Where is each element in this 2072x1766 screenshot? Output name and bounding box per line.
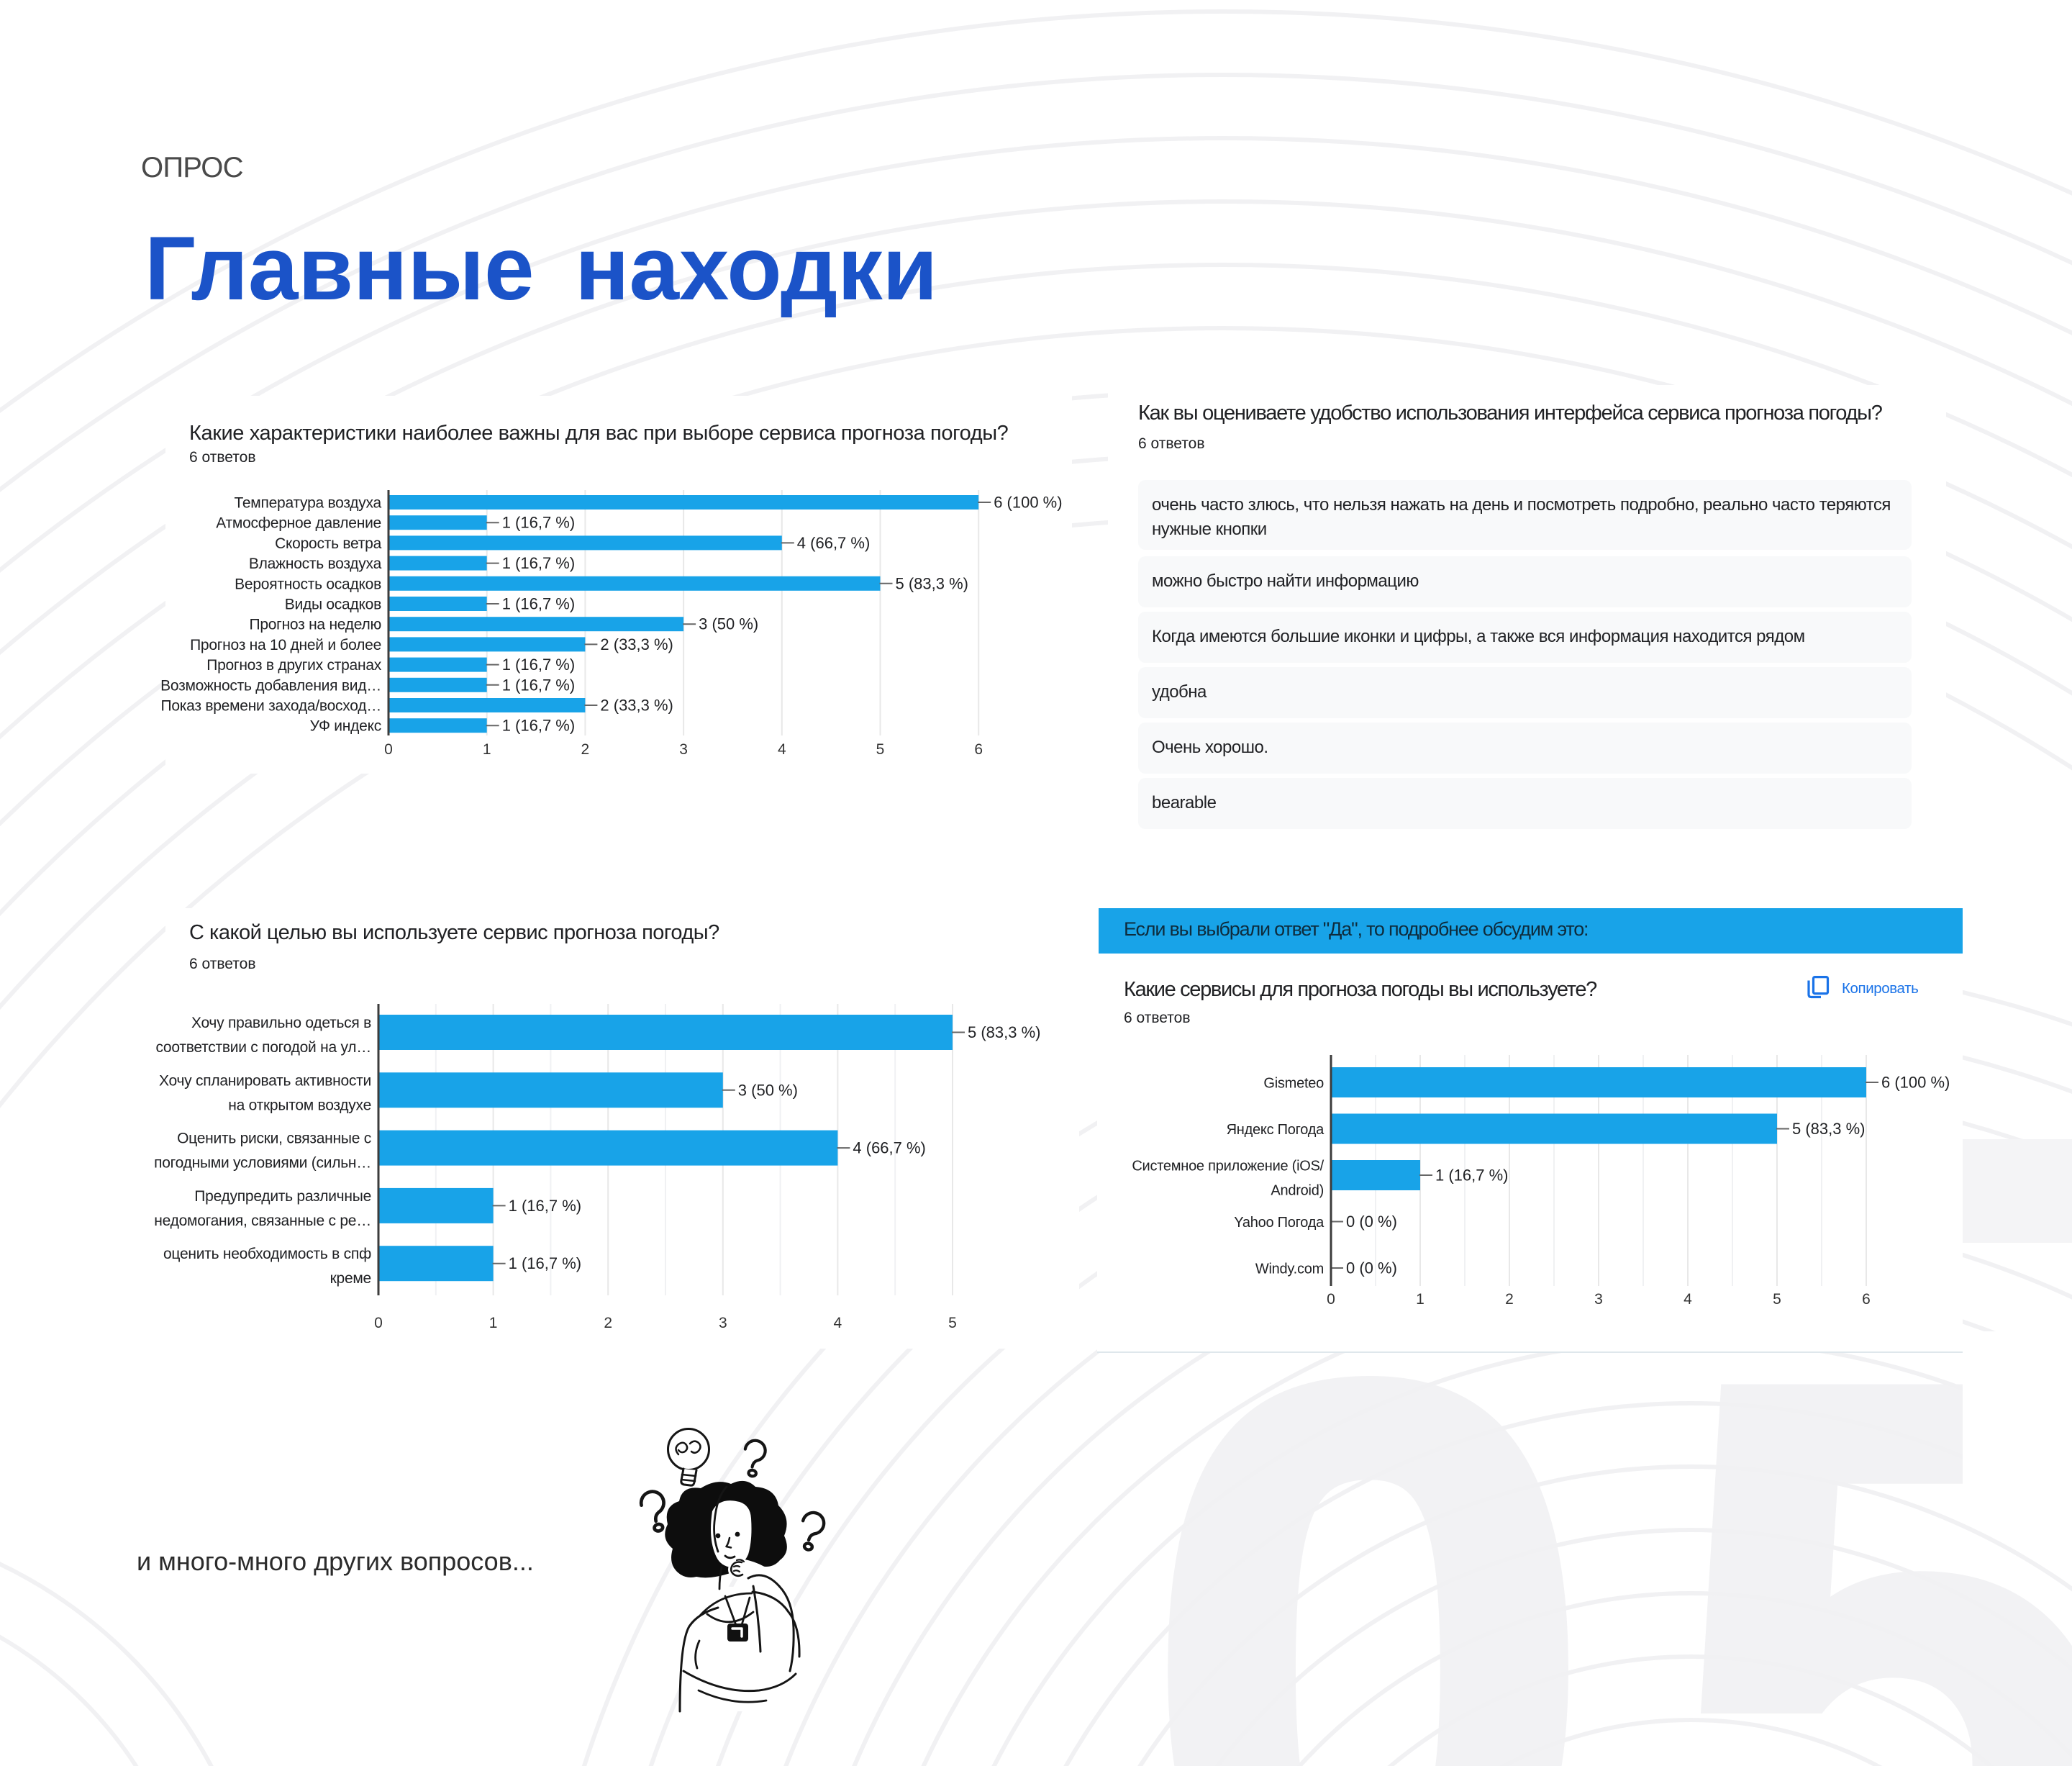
svg-text:Прогноз на неделю: Прогноз на неделю [249,617,381,633]
svg-text:Показ времени захода/восход…: Показ времени захода/восход… [160,698,381,715]
svg-text:1 (16,7 %): 1 (16,7 %) [509,1254,582,1272]
svg-text:Хочу правильно одеться в: Хочу правильно одеться в [191,1015,371,1031]
svg-text:недомогания, связанные с ре…: недомогания, связанные с ре… [154,1213,371,1229]
svg-text:6 (100 %): 6 (100 %) [1881,1074,1950,1092]
svg-text:Скорость ветра: Скорость ветра [275,535,381,552]
svg-text:2: 2 [581,741,590,758]
svg-text:1 (16,7 %): 1 (16,7 %) [509,1197,582,1215]
svg-text:0: 0 [374,1315,383,1331]
svg-text:1 (16,7 %): 1 (16,7 %) [502,595,576,613]
svg-text:3: 3 [719,1315,727,1331]
svg-text:3 (50 %): 3 (50 %) [699,615,758,633]
svg-text:5: 5 [1773,1291,1781,1308]
svg-text:4: 4 [1684,1291,1692,1308]
svg-text:УФ индекс: УФ индекс [310,718,381,735]
svg-text:Температура воздуха: Температура воздуха [234,495,381,512]
svg-text:5 (83,3 %): 5 (83,3 %) [968,1023,1041,1041]
svg-text:1: 1 [1416,1291,1424,1308]
svg-text:оценить необходимость в спф: оценить необходимость в спф [163,1246,371,1262]
svg-text:погодными условиями (сильн…: погодными условиями (сильн… [154,1155,371,1172]
svg-text:5: 5 [948,1315,957,1331]
svg-text:на открытом воздухе: на открытом воздухе [228,1097,371,1113]
svg-text:Gismeteo: Gismeteo [1263,1076,1324,1092]
svg-text:3: 3 [679,741,688,758]
svg-text:2 (33,3 %): 2 (33,3 %) [600,635,673,653]
svg-text:2: 2 [1505,1291,1514,1308]
svg-text:6: 6 [974,741,983,758]
svg-text:4: 4 [834,1315,842,1331]
svg-text:4 (66,7 %): 4 (66,7 %) [797,534,871,552]
svg-text:0: 0 [384,741,393,758]
svg-text:1 (16,7 %): 1 (16,7 %) [502,656,576,674]
svg-text:0: 0 [1327,1291,1335,1308]
svg-text:1 (16,7 %): 1 (16,7 %) [502,676,576,694]
svg-text:Yahoo Погода: Yahoo Погода [1234,1215,1324,1231]
svg-text:2 (33,3 %): 2 (33,3 %) [600,697,673,715]
svg-text:6 (100 %): 6 (100 %) [994,494,1062,512]
svg-text:Предупредить различные: Предупредить различные [194,1188,371,1205]
svg-text:креме: креме [330,1270,371,1287]
svg-text:Атмосферное давление: Атмосферное давление [216,515,381,532]
svg-text:соответствии с погодой на ул…: соответствии с погодой на ул… [155,1039,371,1056]
svg-text:Виды осадков: Виды осадков [285,597,381,613]
svg-text:Прогноз на 10 дней и более: Прогноз на 10 дней и более [190,637,381,653]
svg-text:1: 1 [489,1315,498,1331]
svg-text:6: 6 [1862,1291,1871,1308]
svg-text:0 (0 %): 0 (0 %) [1346,1259,1397,1277]
svg-text:Windy.com: Windy.com [1255,1262,1324,1277]
svg-text:3: 3 [1594,1291,1603,1308]
svg-text:3 (50 %): 3 (50 %) [738,1081,798,1099]
svg-text:Яндекс Погода: Яндекс Погода [1227,1122,1325,1138]
svg-text:1 (16,7 %): 1 (16,7 %) [502,514,576,532]
svg-text:Системное приложение (iOS/: Системное приложение (iOS/ [1132,1159,1324,1174]
svg-text:0 (0 %): 0 (0 %) [1346,1213,1397,1231]
svg-text:5 (83,3 %): 5 (83,3 %) [896,574,969,592]
svg-text:1 (16,7 %): 1 (16,7 %) [502,554,576,572]
svg-text:Android): Android) [1271,1183,1324,1199]
svg-text:4 (66,7 %): 4 (66,7 %) [853,1139,926,1157]
svg-text:2: 2 [604,1315,612,1331]
svg-text:Возможность добавления вид…: Возможность добавления вид… [160,677,381,694]
svg-text:5: 5 [876,741,885,758]
svg-text:Вероятность осадков: Вероятность осадков [235,576,381,592]
svg-text:Хочу спланировать активности: Хочу спланировать активности [159,1072,371,1089]
svg-text:Прогноз в других странах: Прогноз в других странах [206,657,382,674]
svg-text:4: 4 [778,741,786,758]
svg-text:5 (83,3 %): 5 (83,3 %) [1792,1120,1866,1138]
svg-text:1: 1 [483,741,491,758]
svg-text:1 (16,7 %): 1 (16,7 %) [502,717,576,735]
svg-text:1 (16,7 %): 1 (16,7 %) [1435,1167,1509,1185]
svg-text:Оценить риски, связанные с: Оценить риски, связанные с [177,1131,371,1147]
svg-text:Влажность воздуха: Влажность воздуха [249,556,382,572]
